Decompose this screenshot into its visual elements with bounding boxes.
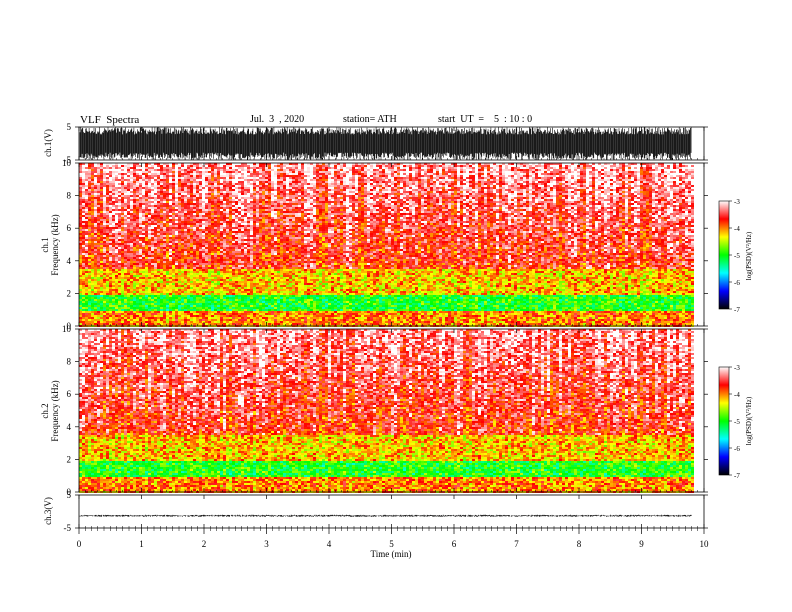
ch1-yticks: 5 -5 xyxy=(64,122,708,165)
ch1-colorbar-label: log(PSD)(V²/Hz) xyxy=(745,231,753,280)
xtick-label: 8 xyxy=(577,539,582,549)
xtick-label: 10 xyxy=(700,539,710,549)
ch1-waveform-panel: 5 -5 ch.1(V) xyxy=(43,122,708,165)
colorbar-tick-label: -4 xyxy=(734,225,740,233)
ytick-label: -5 xyxy=(64,155,72,165)
ch2-spec-ylabel-freq: Frequency (kHz) xyxy=(50,380,60,441)
ytick-label: -5 xyxy=(64,523,72,533)
ch2-spectrogram xyxy=(79,329,694,493)
freq-tick-label: 6 xyxy=(67,389,72,399)
colorbar-gradient xyxy=(718,366,730,476)
ch2-spec-ylabel-ch: ch.2 xyxy=(40,403,50,418)
ch1-spec-ylabel-freq: Frequency (kHz) xyxy=(50,214,60,275)
ch3-waveform xyxy=(79,514,692,517)
colorbar-tick-label: -5 xyxy=(734,252,740,260)
colorbar-tick-label: -6 xyxy=(734,279,740,287)
colorbar-tick-label: -4 xyxy=(734,391,740,399)
time-axis-label: Time (min) xyxy=(371,549,412,559)
ytick-label: 5 xyxy=(67,490,72,500)
colorbar-tick-label: -3 xyxy=(734,364,740,372)
freq-tick-label: 4 xyxy=(67,422,72,432)
ch3-waveform-panel: 5 -5 ch.3(V) xyxy=(43,490,708,533)
ch1-ylabel: ch.1(V) xyxy=(43,129,53,157)
ch3-ylabel: ch.3(V) xyxy=(43,497,53,525)
xtick-label: 2 xyxy=(202,539,207,549)
xtick-label: 6 xyxy=(452,539,457,549)
freq-tick-label: 10 xyxy=(62,158,72,168)
xtick-label: 5 xyxy=(389,539,394,549)
ch1-waveform-trace xyxy=(79,127,692,160)
freq-tick-label: 8 xyxy=(67,357,72,367)
ytick-label: 5 xyxy=(67,122,72,132)
ch2-colorbar-label: log(PSD)(V²/Hz) xyxy=(745,396,753,445)
ch3-waveform-trace xyxy=(79,514,692,517)
ch2-colorbar: -3 -4 -5 -6 -7 xyxy=(718,364,740,480)
freq-tick-label: 4 xyxy=(67,256,72,266)
freq-tick-label: 0 xyxy=(67,321,72,331)
ch2-freq-ticks: 0 2 4 6 8 10 xyxy=(62,324,708,497)
ch1-spec-ylabel-ch: ch.1 xyxy=(40,237,50,252)
freq-tick-label: 0 xyxy=(67,487,72,497)
station-label: station= ATH xyxy=(343,114,397,125)
ch1-waveform xyxy=(79,127,692,160)
colorbar-tick-label: -7 xyxy=(734,472,740,480)
xtick-label: 7 xyxy=(514,539,519,549)
colorbar-tick-label: -3 xyxy=(734,198,740,206)
colorbar-tick-label: -6 xyxy=(734,445,740,453)
colorbar-gradient xyxy=(718,200,730,310)
freq-tick-label: 6 xyxy=(67,223,72,233)
freq-tick-label: 10 xyxy=(62,324,72,334)
start-ut-label: start UT = 5 : 10 : 0 xyxy=(438,114,532,125)
ch3-yticks: 5 -5 xyxy=(64,490,708,533)
colorbar-tick-label: -7 xyxy=(734,306,740,314)
xtick-label: 1 xyxy=(139,539,144,549)
xtick-label: 0 xyxy=(77,539,82,549)
xtick-label: 3 xyxy=(264,539,269,549)
freq-tick-label: 2 xyxy=(67,454,72,464)
ch1-colorbar: -3 -4 -5 -6 -7 xyxy=(718,198,740,314)
ch3-frame xyxy=(78,494,705,529)
xtick-label: 4 xyxy=(327,539,332,549)
time-axis: 0 1 2 3 4 5 6 7 8 9 10 xyxy=(77,127,709,549)
freq-tick-label: 2 xyxy=(67,288,72,298)
freq-tick-label: 8 xyxy=(67,191,72,201)
figure-title: VLF Spectra xyxy=(80,114,139,126)
ch1-freq-ticks: 0 2 4 6 8 10 xyxy=(62,158,708,331)
xtick-label: 9 xyxy=(639,539,644,549)
ch1-spectrogram xyxy=(79,163,694,327)
date-label: Jul. 3 , 2020 xyxy=(250,114,304,125)
colorbar-tick-label: -5 xyxy=(734,418,740,426)
